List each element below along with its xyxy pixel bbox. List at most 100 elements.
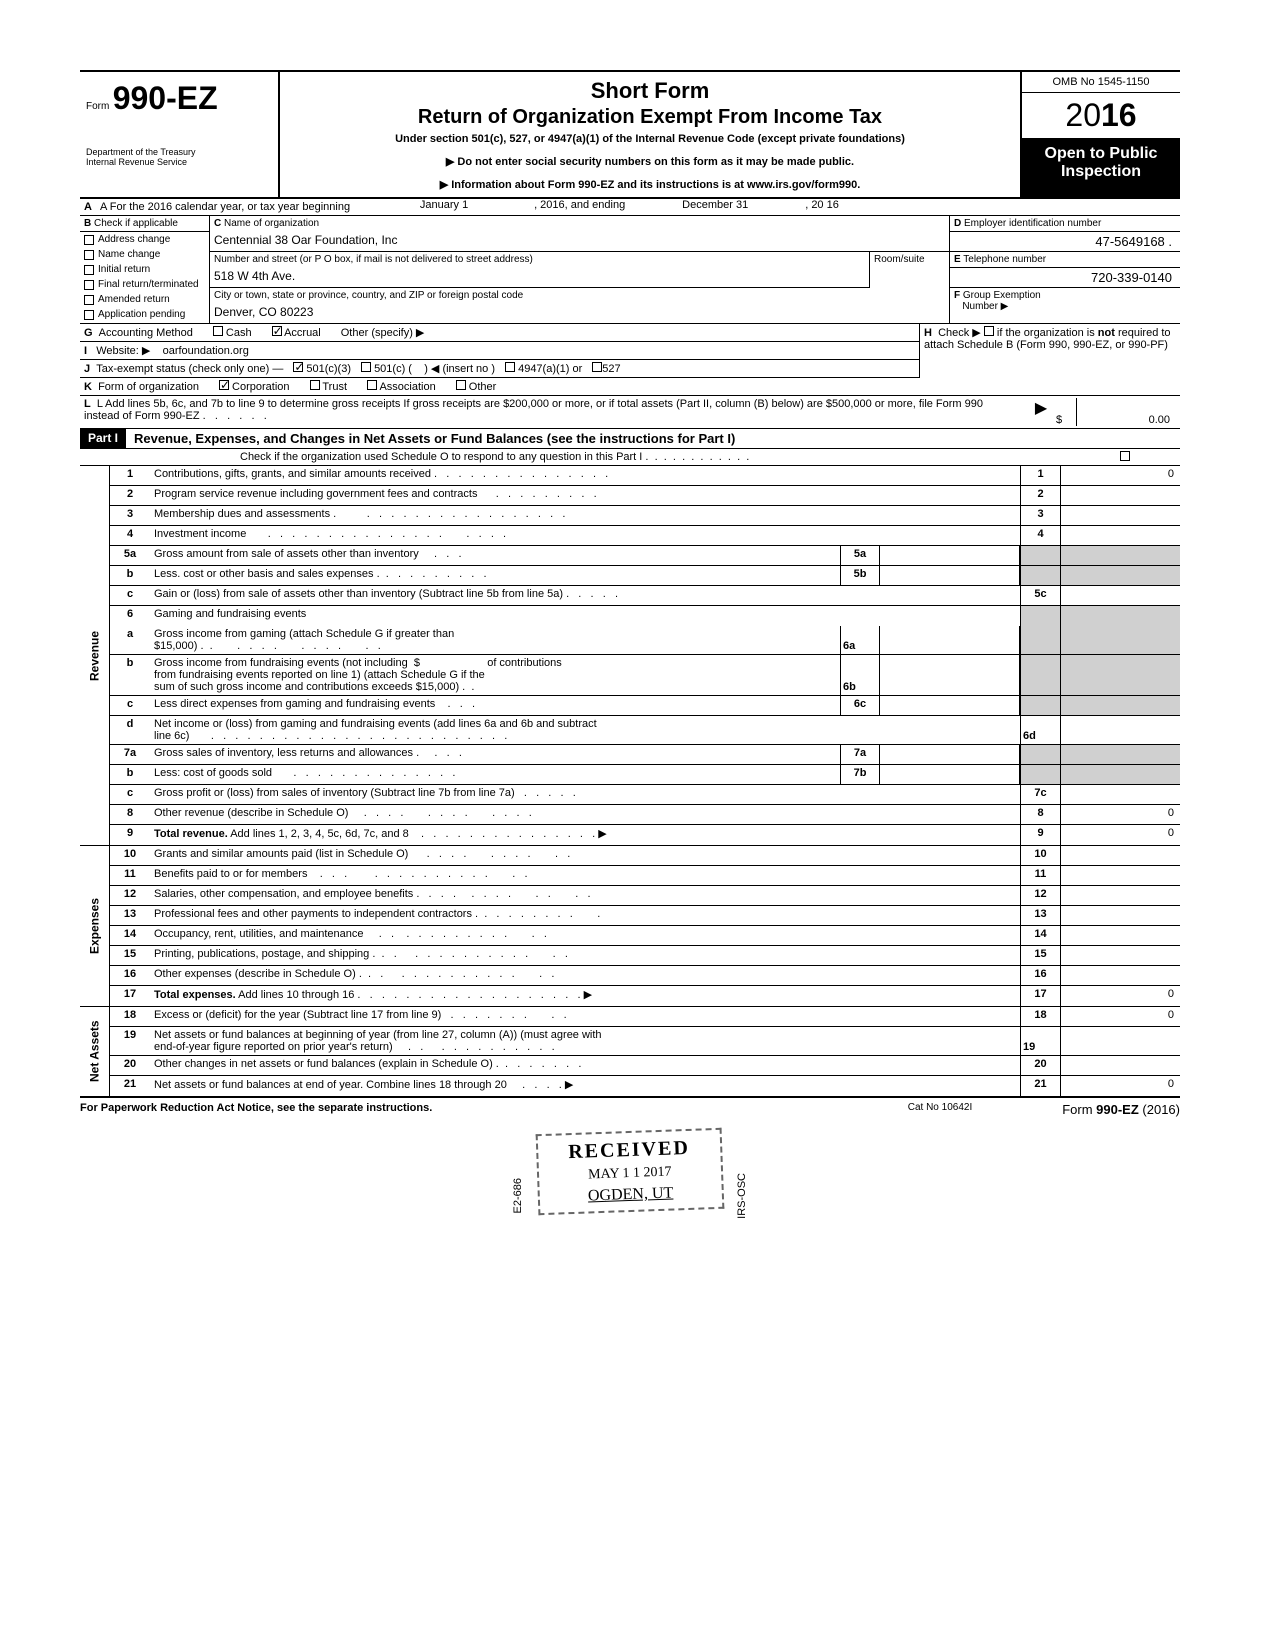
checkbox-icon[interactable] (1120, 451, 1130, 461)
right-num: 10 (1020, 846, 1060, 865)
right-val (1060, 785, 1180, 804)
right-num: 5c (1020, 586, 1060, 605)
right-gray (1060, 655, 1180, 695)
line-14: 14 Occupancy, rent, utilities, and maint… (110, 926, 1180, 946)
sub-num: 7a (840, 745, 880, 764)
received-stamp: RECEIVED MAY 1 1 2017 OGDEN, UT (536, 1128, 724, 1215)
sub-val (880, 546, 1020, 565)
right-gray (1060, 745, 1180, 764)
k-trust[interactable]: Trust (310, 380, 348, 393)
line-text: Professional fees and other payments to … (150, 906, 1020, 925)
b-final-return[interactable]: Final return/terminated (80, 277, 209, 292)
j-501c[interactable]: 501(c) ( ) ◀ (insert no ) (361, 362, 495, 375)
right-num: 18 (1020, 1007, 1060, 1026)
b-initial-return[interactable]: Initial return (80, 262, 209, 277)
col-b: B Check if applicable Address change Nam… (80, 216, 210, 323)
c-addr-left: Number and street (or P O box, if mail i… (210, 252, 869, 288)
j-527[interactable]: 527 (592, 362, 620, 375)
stamp-area: E2-686 RECEIVED MAY 1 1 2017 OGDEN, UT I… (80, 1131, 1180, 1219)
row-a-mid: , 2016, and ending (534, 199, 625, 215)
line-7a: 7a Gross sales of inventory, less return… (110, 745, 1180, 765)
line-num: 8 (110, 805, 150, 824)
line-7b: b Less: cost of goods sold . . . . . . .… (110, 765, 1180, 785)
part1-check-line: Check if the organization used Schedule … (80, 449, 1180, 466)
line-num: 14 (110, 926, 150, 945)
line-num: 9 (110, 825, 150, 845)
b-address-change[interactable]: Address change (80, 232, 209, 247)
right-gray (1020, 655, 1060, 695)
j-4947[interactable]: 4947(a)(1) or (505, 362, 582, 375)
sub-val (880, 745, 1020, 764)
b-label: Amended return (98, 294, 170, 305)
b-name-change[interactable]: Name change (80, 247, 209, 262)
instruction-info: ▶ Information about Form 990-EZ and its … (290, 178, 1010, 191)
line-text: Benefits paid to or for members . . . . … (150, 866, 1020, 885)
checkbox-icon (84, 295, 94, 305)
right-gray (1020, 626, 1060, 654)
checkbox-icon (505, 362, 515, 372)
g-cash[interactable]: Cash (213, 326, 252, 339)
row-h-text: H Check ▶ if the organization is not req… (920, 324, 1180, 378)
right-val (1060, 506, 1180, 525)
b-label: Address change (98, 234, 170, 245)
line-text: Gross income from fundraising events (no… (150, 655, 840, 695)
expenses-section: Expenses 10 Grants and similar amounts p… (80, 846, 1180, 1007)
k-assoc[interactable]: Association (367, 380, 436, 393)
k-other[interactable]: Other (456, 380, 497, 393)
line-num: d (110, 716, 150, 744)
right-gray (1020, 546, 1060, 565)
sub-num: 7b (840, 765, 880, 784)
line-4: 4 Investment income . . . . . . . . . . … (110, 526, 1180, 546)
line-19: 19 Net assets or fund balances at beginn… (110, 1027, 1180, 1056)
line-13: 13 Professional fees and other payments … (110, 906, 1180, 926)
right-gray (1060, 696, 1180, 715)
line-text: Other revenue (describe in Schedule O) .… (150, 805, 1020, 824)
footer-paperwork: For Paperwork Reduction Act Notice, see … (80, 1102, 880, 1117)
website-value: oarfoundation.org (163, 345, 249, 357)
checkbox-icon (367, 380, 377, 390)
line-num: 15 (110, 946, 150, 965)
checkbox-icon[interactable] (984, 326, 994, 336)
line-text: Printing, publications, postage, and shi… (150, 946, 1020, 965)
sub-val (880, 626, 1020, 654)
net-assets-section: Net Assets 18 Excess or (deficit) for th… (80, 1007, 1180, 1098)
line-text: Other changes in net assets or fund bala… (150, 1056, 1020, 1075)
row-a-text: A For the 2016 calendar year, or tax yea… (96, 199, 354, 215)
right-num: 8 (1020, 805, 1060, 824)
j-501c3[interactable]: 501(c)(3) (293, 362, 351, 375)
g-accrual[interactable]: Accrual (272, 326, 321, 339)
sub-val (880, 696, 1020, 715)
checkbox-icon (456, 380, 466, 390)
right-val: 0 (1060, 466, 1180, 485)
line-num: 2 (110, 486, 150, 505)
line-text: Gaming and fundraising events (150, 606, 1020, 626)
line-text: Net assets or fund balances at end of ye… (150, 1076, 1020, 1096)
row-i: I Website: ▶ oarfoundation.org (80, 342, 919, 360)
omb-number: OMB No 1545-1150 (1022, 72, 1180, 93)
header-right: OMB No 1545-1150 2016 Open to Public Ins… (1020, 72, 1180, 197)
line-3: 3 Membership dues and assessments . . . … (110, 506, 1180, 526)
line-num: 5a (110, 546, 150, 565)
right-gray (1060, 626, 1180, 654)
line-12: 12 Salaries, other compensation, and emp… (110, 886, 1180, 906)
expenses-lines: 10 Grants and similar amounts paid (list… (110, 846, 1180, 1006)
sub-num: 6a (840, 626, 880, 654)
section-bcdef: B Check if applicable Address change Nam… (80, 216, 1180, 324)
instruction-ssn: ▶ Do not enter social security numbers o… (290, 155, 1010, 168)
k-corp[interactable]: Corporation (219, 380, 290, 393)
right-num: 13 (1020, 906, 1060, 925)
b-amended-return[interactable]: Amended return (80, 292, 209, 307)
right-val (1060, 486, 1180, 505)
b-application-pending[interactable]: Application pending (80, 307, 209, 322)
tax-year: 2016 (1022, 93, 1180, 139)
l-arrow-icon: ▶ (1026, 398, 1056, 426)
line-5a: 5a Gross amount from sale of assets othe… (110, 546, 1180, 566)
b-label: Application pending (98, 309, 185, 320)
net-assets-lines: 18 Excess or (deficit) for the year (Sub… (110, 1007, 1180, 1096)
right-gray (1060, 765, 1180, 784)
line-num: 21 (110, 1076, 150, 1096)
right-val: 0 (1060, 825, 1180, 845)
e-label: E Telephone number (950, 252, 1180, 268)
c-addr-row: Number and street (or P O box, if mail i… (210, 252, 949, 288)
right-gray (1060, 606, 1180, 626)
